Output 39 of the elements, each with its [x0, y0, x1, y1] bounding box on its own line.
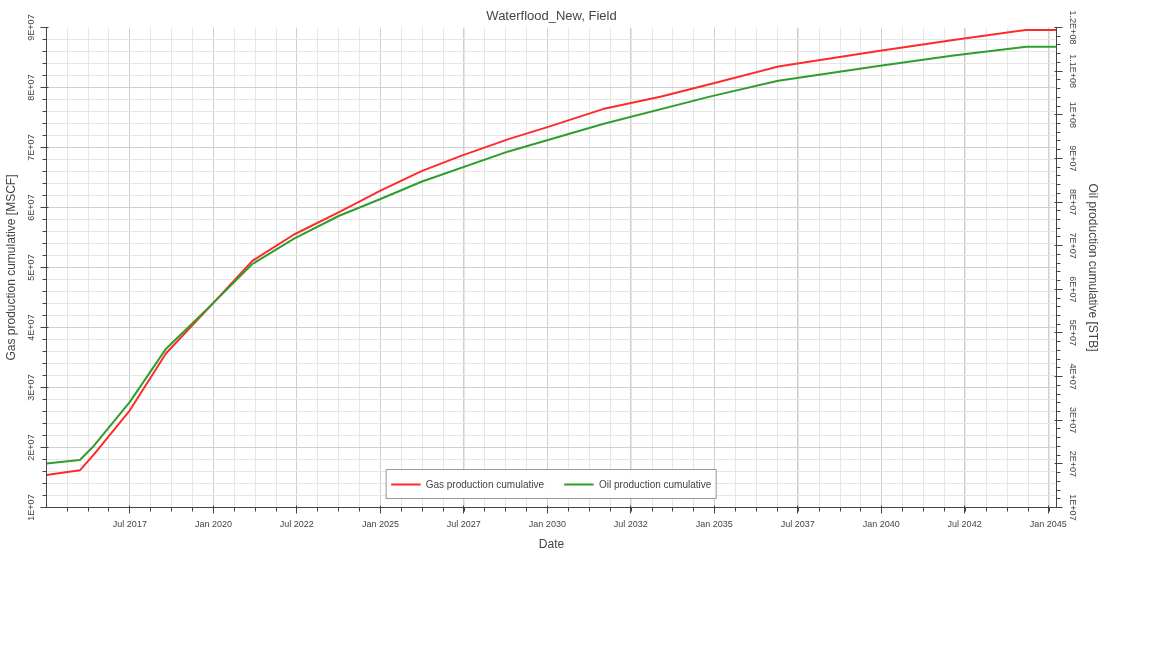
x-tick-label: Jul 2042 [947, 518, 982, 529]
x-tick-label: Jan 2020 [194, 518, 232, 529]
y-tick-label: 7E+07 [25, 134, 36, 161]
y2-tick-label: 9E+07 [1067, 145, 1078, 172]
y-tick-label: 9E+07 [25, 14, 36, 41]
x-tick-label: Jan 2045 [1029, 518, 1067, 529]
y2-tick-label: 1.1E+08 [1067, 54, 1078, 89]
y-tick-label: 6E+07 [25, 194, 36, 221]
y2-axis-title: Oil production cumulative [STB] [1085, 183, 1100, 352]
x-tick-label: Jul 2022 [279, 518, 314, 529]
x-tick-label: Jul 2037 [780, 518, 815, 529]
y-tick-label: 4E+07 [25, 314, 36, 341]
y2-tick-label: 6E+07 [1067, 276, 1078, 303]
y2-tick-label: 2E+07 [1067, 450, 1078, 478]
legend-label: Oil production cumulative [599, 478, 712, 490]
y-tick-label: 8E+07 [25, 74, 36, 101]
x-tick-label: Jan 2030 [528, 518, 566, 529]
y2-tick-label: 5E+07 [1067, 319, 1078, 347]
chart-title: Waterflood_New, Field [486, 7, 617, 23]
x-tick-label: Jan 2035 [695, 518, 733, 529]
x-axis-title: Date [538, 536, 565, 551]
x-tick-label: Jan 2025 [361, 518, 399, 529]
legend-label: Gas production cumulative [425, 478, 545, 490]
y2-tick-label: 1E+07 [1067, 494, 1078, 521]
y2-tick-label: 8E+07 [1067, 188, 1078, 216]
y-tick-label: 2E+07 [25, 434, 36, 461]
y2-tick-label: 7E+07 [1067, 232, 1078, 259]
y-axis-title: Gas production cumulative [MSCF] [3, 174, 18, 361]
x-tick-label: Jul 2032 [613, 518, 648, 529]
y-tick-label: 3E+07 [25, 374, 36, 401]
y2-tick-label: 1.2E+08 [1067, 10, 1078, 45]
x-tick-label: Jul 2027 [446, 518, 481, 529]
y2-tick-label: 4E+07 [1067, 363, 1078, 390]
y2-tick-label: 3E+07 [1067, 407, 1078, 434]
x-tick-label: Jul 2017 [112, 518, 147, 529]
y2-tick-label: 1E+08 [1067, 101, 1078, 128]
y-tick-label: 1E+07 [25, 494, 36, 521]
x-tick-label: Jan 2040 [862, 518, 900, 529]
y-tick-label: 5E+07 [25, 254, 36, 281]
